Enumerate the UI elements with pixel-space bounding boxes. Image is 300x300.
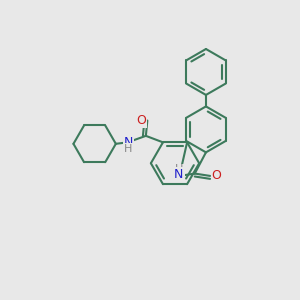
Text: N: N: [124, 136, 133, 148]
Text: O: O: [136, 114, 146, 127]
Text: N: N: [174, 168, 184, 181]
Text: H: H: [124, 144, 132, 154]
Text: O: O: [212, 169, 221, 182]
Text: H: H: [175, 164, 183, 174]
